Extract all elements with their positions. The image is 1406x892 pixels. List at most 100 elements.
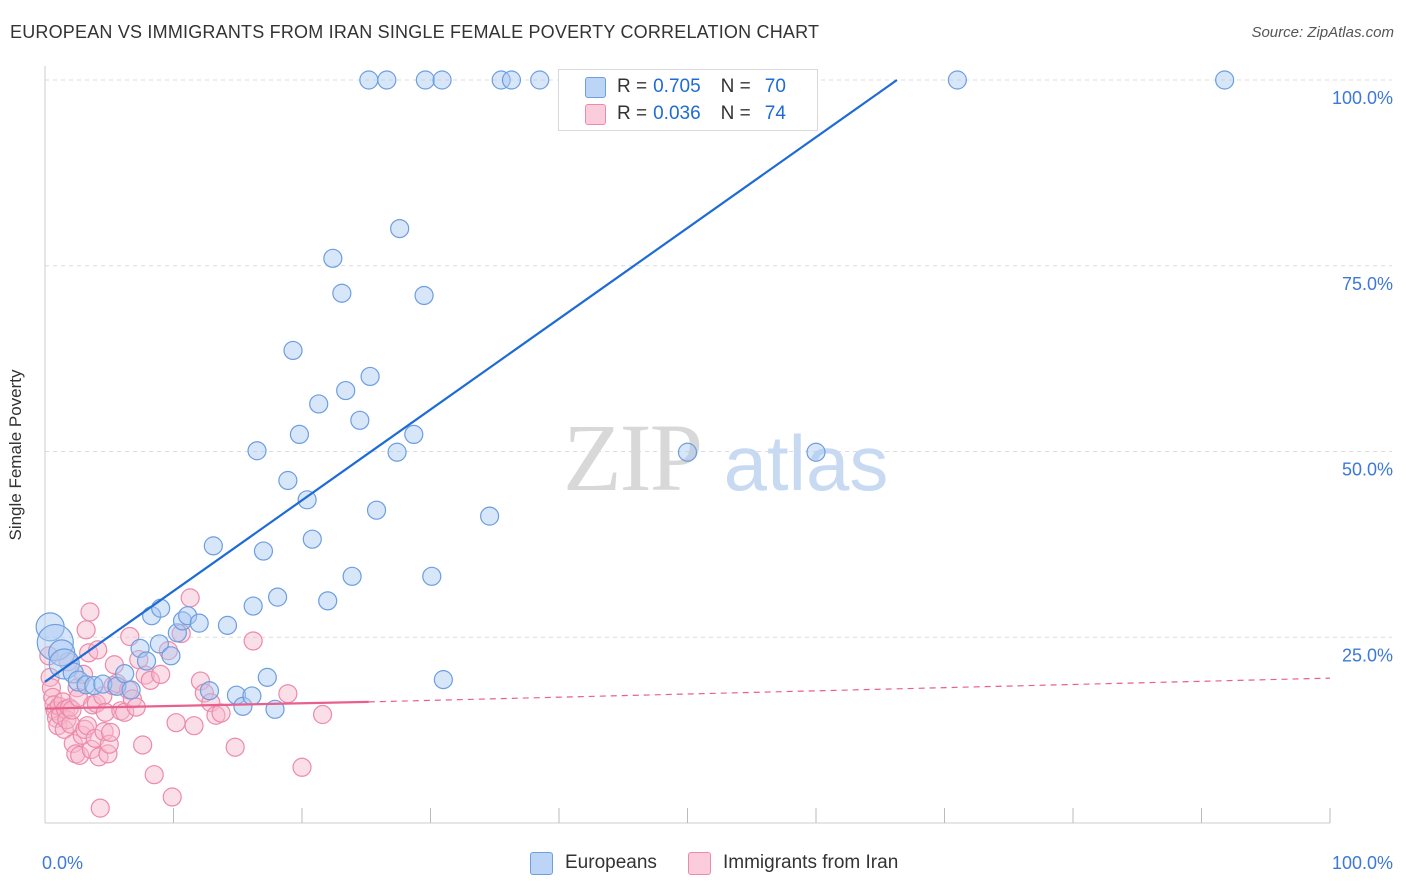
legend-europeans[interactable]: Europeans <box>530 850 657 876</box>
watermark-atlas: atlas <box>724 419 889 507</box>
european-point <box>199 681 220 701</box>
european-point <box>253 541 274 561</box>
european-point <box>297 490 317 510</box>
european-point <box>432 70 452 90</box>
y-tick-label: 100.0% <box>1332 88 1393 108</box>
iran-point <box>94 722 114 742</box>
legend-europeans-swatch <box>530 851 553 875</box>
legend-r-value: 0.036 <box>653 103 701 124</box>
x-tick-label: 100.0% <box>1332 853 1393 873</box>
legend-swatch-blue <box>585 77 606 98</box>
european-point <box>377 70 397 90</box>
european-point <box>283 340 303 361</box>
european-point <box>530 70 550 90</box>
european-point <box>36 623 74 662</box>
iran-point <box>98 744 118 764</box>
european-point <box>130 638 150 658</box>
european-point <box>121 680 141 700</box>
european-point <box>414 285 434 306</box>
legend-europeans-label: Europeans <box>565 852 657 873</box>
iran-point <box>180 588 200 608</box>
european-point <box>359 70 379 90</box>
iran-point <box>162 787 182 807</box>
legend-r-label: R = <box>617 103 648 124</box>
legend-n-value: 74 <box>764 103 786 124</box>
european-point <box>172 611 193 631</box>
legend-iran-swatch <box>688 851 711 875</box>
european-point <box>491 70 511 90</box>
axes <box>44 66 1331 824</box>
european-point <box>93 674 113 694</box>
legend-r-label: R = <box>617 76 648 97</box>
legend-r-value: 0.705 <box>653 76 701 97</box>
iran-point <box>61 714 81 734</box>
european-point <box>247 441 267 461</box>
european-point <box>257 667 277 687</box>
legend-row-europeans: R = 0.705 N = 70 <box>585 75 786 99</box>
iran-point <box>225 737 245 757</box>
european-point <box>318 591 338 611</box>
european-point <box>302 529 322 549</box>
y-tick-label: 50.0% <box>1342 460 1393 480</box>
european-point <box>76 675 96 695</box>
european-point <box>242 686 262 706</box>
european-point <box>309 394 329 414</box>
european-point <box>480 506 500 526</box>
iran-point <box>312 704 333 725</box>
european-point <box>323 248 343 268</box>
european-point <box>806 442 826 462</box>
stats-legend: R = 0.705 N = 70 R = 0.036 N = 74 <box>558 69 818 131</box>
european-point <box>350 410 370 430</box>
iran-point <box>70 745 90 765</box>
iran-point <box>90 798 110 818</box>
legend-n-value: 70 <box>764 76 786 97</box>
european-point <box>278 470 298 491</box>
european-point <box>342 566 362 586</box>
iran-point <box>243 631 263 651</box>
iran-point <box>144 765 164 785</box>
european-point <box>243 596 263 616</box>
european-point <box>677 442 698 462</box>
y-axis-label: Single Female Poverty <box>6 369 25 541</box>
european-point <box>167 623 187 643</box>
european-point <box>189 613 209 633</box>
european-point <box>387 442 407 462</box>
european-point <box>161 646 181 666</box>
chart-title: EUROPEAN VS IMMIGRANTS FROM IRAN SINGLE … <box>10 22 820 42</box>
european-point <box>433 670 453 690</box>
european-point <box>217 615 238 635</box>
european-point <box>332 283 352 303</box>
legend-row-iran: R = 0.036 N = 74 <box>585 102 786 126</box>
x-tick-label: 0.0% <box>42 853 83 873</box>
european-point <box>415 70 435 90</box>
iran-trend-line <box>44 700 369 710</box>
iran-point <box>151 664 171 685</box>
european-trend-line <box>44 79 898 683</box>
gridlines <box>45 79 1392 638</box>
european-point <box>289 424 310 445</box>
european-point <box>151 598 171 618</box>
iran-point <box>166 713 186 733</box>
european-point <box>115 664 135 684</box>
source-credit: Source: ZipAtlas.com <box>1251 24 1394 41</box>
iran-point <box>76 620 96 640</box>
iran-point <box>140 670 160 690</box>
iran-point <box>211 703 231 723</box>
european-point <box>178 606 198 626</box>
legend-iran-label: Immigrants from Iran <box>723 852 899 873</box>
european-point <box>947 70 967 90</box>
iran-point <box>133 735 153 755</box>
european-point <box>267 587 288 607</box>
iran-point <box>278 684 298 704</box>
european-point <box>1215 70 1235 90</box>
european-points <box>35 70 1235 719</box>
y-tick-label: 25.0% <box>1342 645 1393 665</box>
iran-trend-extension <box>368 677 1331 703</box>
european-point <box>203 536 223 556</box>
legend-iran[interactable]: Immigrants from Iran <box>688 850 898 876</box>
european-point <box>336 380 356 401</box>
legend-swatch-pink <box>585 104 606 125</box>
european-point <box>360 366 380 387</box>
tick-labels: 25.0% 50.0% 75.0% 100.0% 0.0% 100.0% <box>42 88 1393 873</box>
